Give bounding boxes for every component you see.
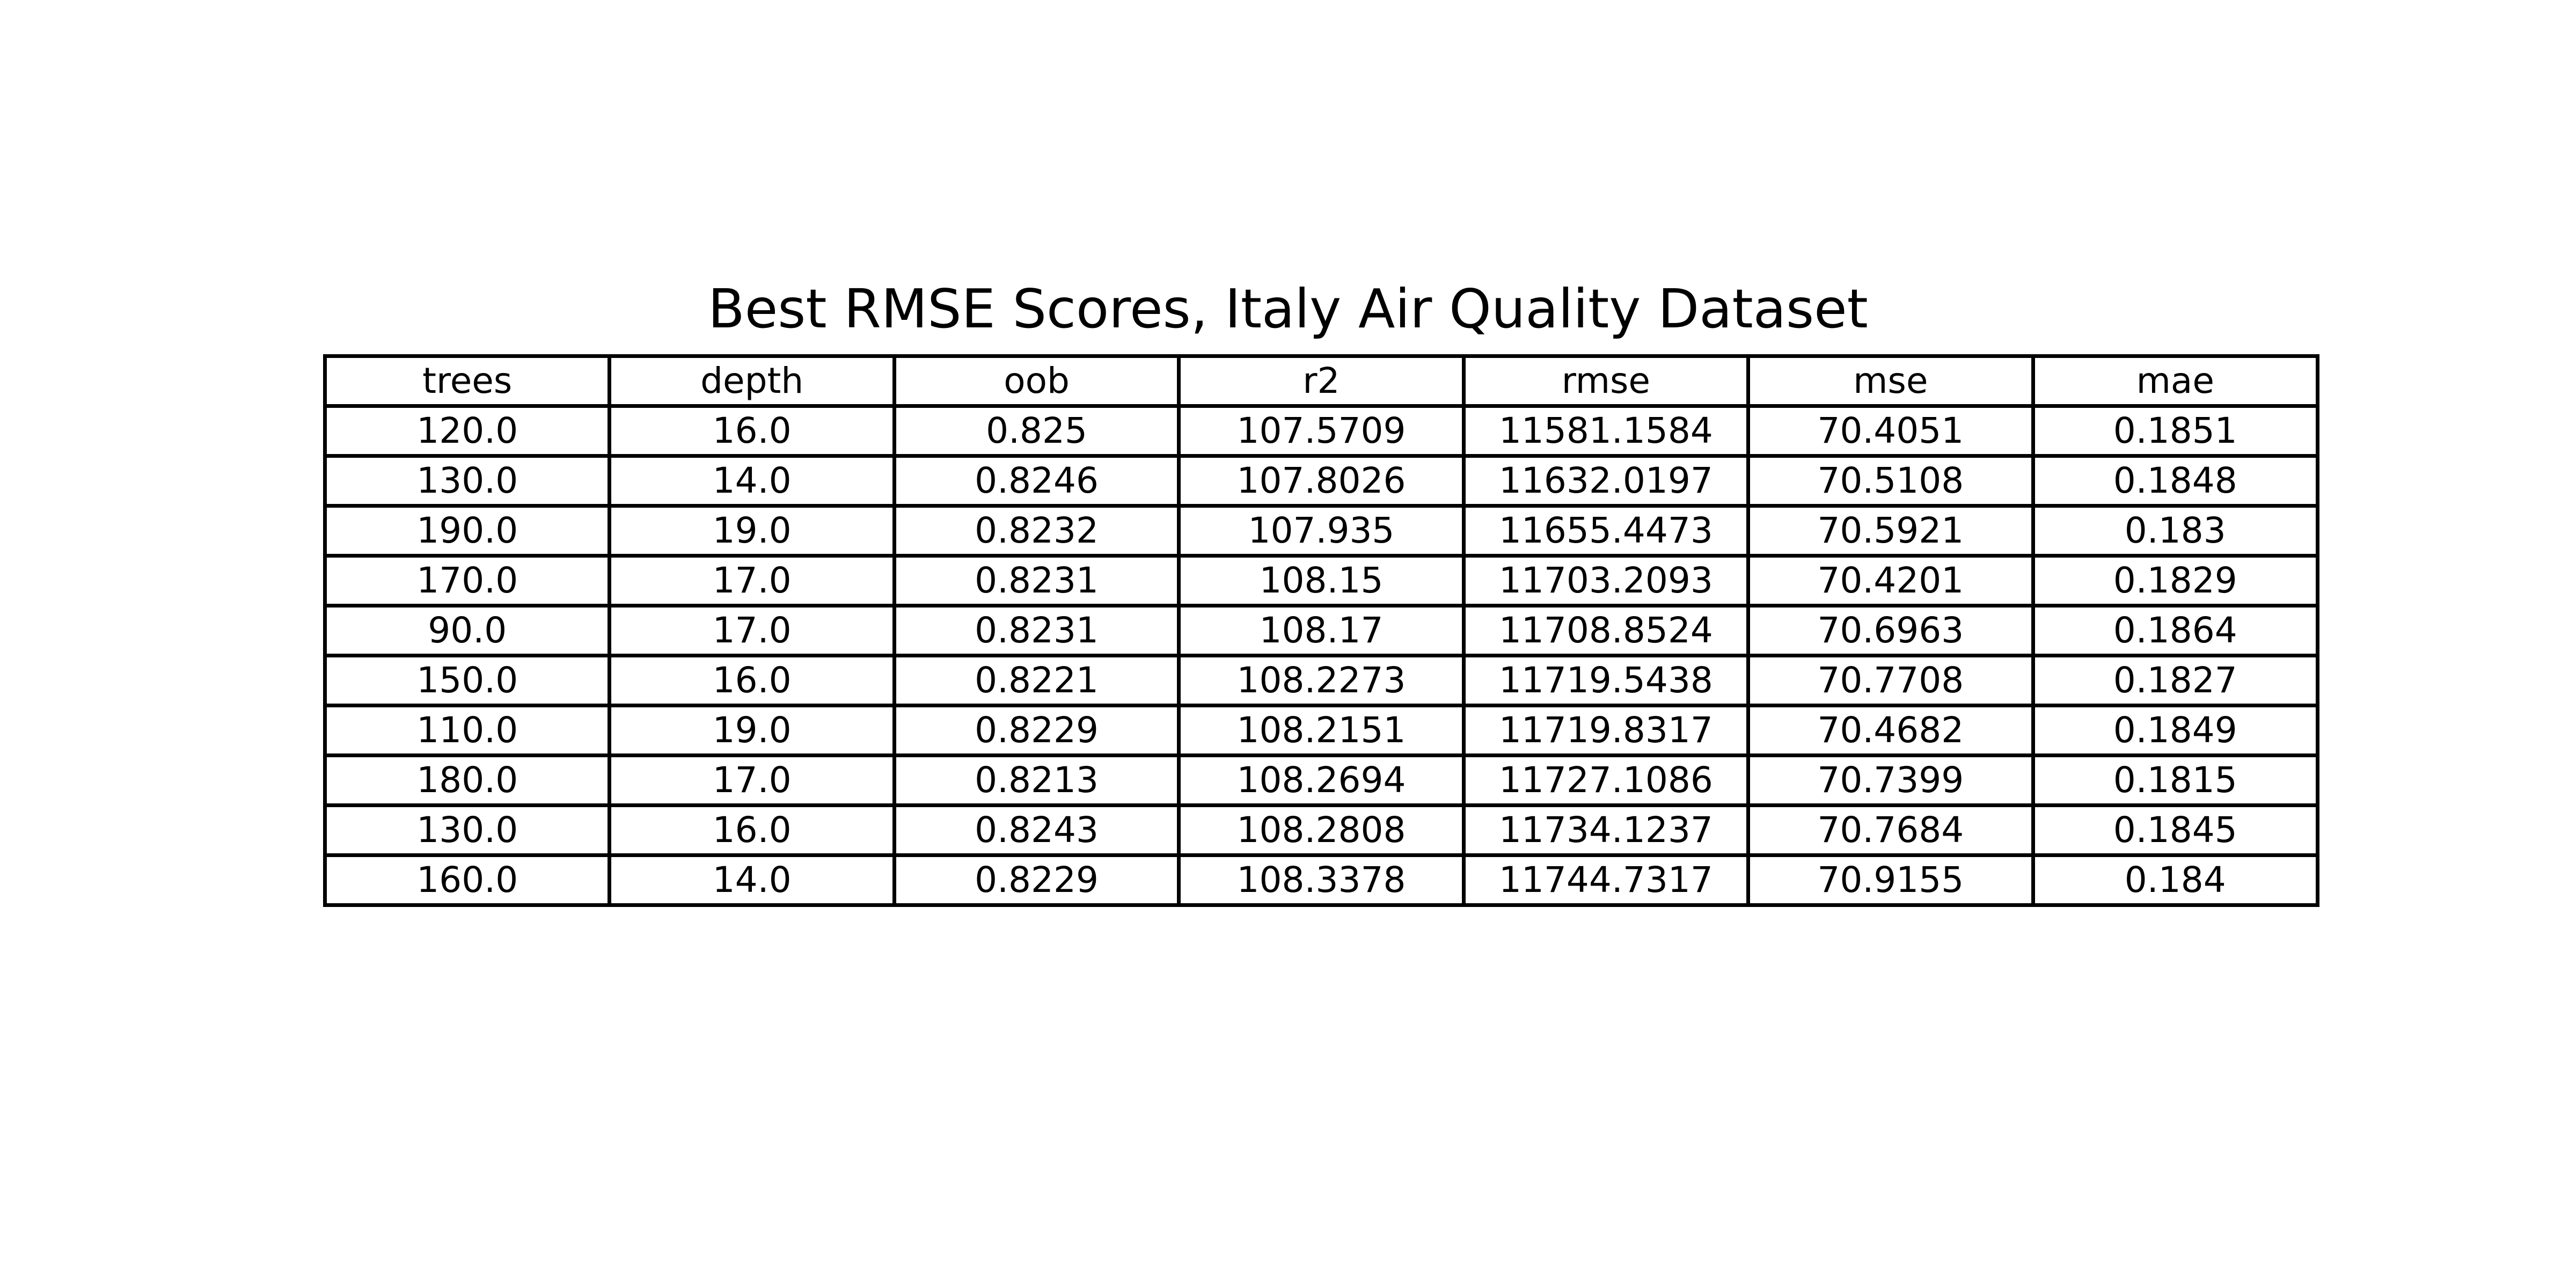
table-cell-r2: 108.2694	[1177, 753, 1466, 807]
table-cell-r2: 108.2151	[1177, 704, 1466, 757]
table-cell-oob: 0.8229	[892, 704, 1181, 757]
table-cell-depth: 17.0	[608, 554, 896, 608]
table-cell-depth: 14.0	[608, 853, 896, 907]
table-cell-depth: 14.0	[608, 454, 896, 508]
table-cell-rmse: 11744.7317	[1461, 853, 1751, 907]
table-cell-mse: 70.7399	[1746, 753, 2035, 807]
table-cell-mae: 0.183	[2031, 504, 2320, 558]
table-cell-mae: 0.1827	[2031, 654, 2320, 707]
table-row: 90.0 17.0 0.8231 108.17 11708.8524 70.6963 0.1…	[323, 604, 2320, 657]
table-cell-trees: 160.0	[323, 853, 612, 907]
table-cell-depth: 16.0	[608, 803, 896, 857]
table-cell-depth: 17.0	[608, 604, 896, 657]
table-cell-mae: 0.184	[2031, 853, 2320, 907]
table-cell-r2: 107.8026	[1177, 454, 1466, 508]
table-cell-r2: 107.935	[1177, 504, 1466, 558]
table-cell-rmse: 11655.4473	[1461, 504, 1751, 558]
table-cell-mae: 0.1815	[2031, 753, 2320, 807]
table-cell-trees: 130.0	[323, 454, 612, 508]
table-cell-depth: 19.0	[608, 504, 896, 558]
table-cell-r2: 107.5709	[1177, 404, 1466, 458]
table-cell-r2: 108.2273	[1177, 654, 1466, 707]
table-cell-rmse: 11581.1584	[1461, 404, 1751, 458]
table-cell-rmse: 11632.0197	[1461, 454, 1751, 508]
table-cell-mse: 70.9155	[1746, 853, 2035, 907]
table-cell-trees: 120.0	[323, 404, 612, 458]
table-cell-mse: 70.5108	[1746, 454, 2035, 508]
table-cell-mse: 70.7708	[1746, 654, 2035, 707]
table-row: 110.0 19.0 0.8229 108.2151 11719.8317 70.4682…	[323, 704, 2320, 757]
table-cell-mse: 70.5921	[1746, 504, 2035, 558]
table-cell-r2: 108.2808	[1177, 803, 1466, 857]
table-cell-depth: 17.0	[608, 753, 896, 807]
table-cell-mae: 0.1864	[2031, 604, 2320, 657]
table-body: 120.0 16.0 0.825 107.5709 11581.1584 70.4051 0…	[323, 404, 2320, 907]
table-cell-r2: 108.17	[1177, 604, 1466, 657]
table-cell-mse: 70.7684	[1746, 803, 2035, 857]
table-cell-trees: 170.0	[323, 554, 612, 608]
table-cell-mse: 70.4051	[1746, 404, 2035, 458]
table-cell-oob: 0.8229	[892, 853, 1181, 907]
table-cell-rmse: 11708.8524	[1461, 604, 1751, 657]
table-cell-mae: 0.1849	[2031, 704, 2320, 757]
table-cell-trees: 130.0	[323, 803, 612, 857]
table-cell-mse: 70.4682	[1746, 704, 2035, 757]
table-row: 130.0 14.0 0.8246 107.8026 11632.0197 70.5108…	[323, 454, 2320, 508]
table-cell-depth: 19.0	[608, 704, 896, 757]
column-header-rmse: rmse	[1461, 354, 1751, 408]
header-row: trees depth oob r2 rmse mse mae	[323, 354, 2320, 408]
table-row: 130.0 16.0 0.8243 108.2808 11734.1237 70.7684…	[323, 803, 2320, 857]
column-header-mae: mae	[2031, 354, 2320, 408]
table-cell-depth: 16.0	[608, 404, 896, 458]
chart-title: Best RMSE Scores, Italy Air Quality Data…	[708, 277, 1868, 340]
column-header-trees: trees	[323, 354, 612, 408]
table-cell-oob: 0.8243	[892, 803, 1181, 857]
table-cell-oob: 0.825	[892, 404, 1181, 458]
table-cell-mae: 0.1851	[2031, 404, 2320, 458]
table-cell-mae: 0.1848	[2031, 454, 2320, 508]
table-row: 160.0 14.0 0.8229 108.3378 11744.7317 70.9155…	[323, 853, 2320, 907]
table-row: 150.0 16.0 0.8221 108.2273 11719.5438 70.7708…	[323, 654, 2320, 707]
table-cell-trees: 190.0	[323, 504, 612, 558]
table-cell-rmse: 11719.8317	[1461, 704, 1751, 757]
results-table: trees depth oob r2 rmse mse mae 120.0 16.…	[323, 354, 2320, 907]
table-cell-trees: 90.0	[323, 604, 612, 657]
table-cell-oob: 0.8231	[892, 604, 1181, 657]
table-row: 190.0 19.0 0.8232 107.935 11655.4473 70.5921 0…	[323, 504, 2320, 558]
table-cell-oob: 0.8213	[892, 753, 1181, 807]
column-header-mse: mse	[1746, 354, 2035, 408]
table-cell-r2: 108.3378	[1177, 853, 1466, 907]
table-cell-oob: 0.8231	[892, 554, 1181, 608]
table-cell-mse: 70.6963	[1746, 604, 2035, 657]
table-cell-rmse: 11734.1237	[1461, 803, 1751, 857]
table-row: 120.0 16.0 0.825 107.5709 11581.1584 70.4051 0…	[323, 404, 2320, 458]
table-cell-r2: 108.15	[1177, 554, 1466, 608]
table-cell-oob: 0.8232	[892, 504, 1181, 558]
table-cell-rmse: 11719.5438	[1461, 654, 1751, 707]
table-row: 170.0 17.0 0.8231 108.15 11703.2093 70.4201 0.…	[323, 554, 2320, 608]
table-cell-mae: 0.1845	[2031, 803, 2320, 857]
column-header-depth: depth	[608, 354, 896, 408]
table-cell-mse: 70.4201	[1746, 554, 2035, 608]
table-cell-rmse: 11703.2093	[1461, 554, 1751, 608]
table-cell-trees: 180.0	[323, 753, 612, 807]
table-cell-oob: 0.8221	[892, 654, 1181, 707]
table-cell-mae: 0.1829	[2031, 554, 2320, 608]
table-cell-rmse: 11727.1086	[1461, 753, 1751, 807]
column-header-oob: oob	[892, 354, 1181, 408]
table-cell-trees: 110.0	[323, 704, 612, 757]
table-cell-trees: 150.0	[323, 654, 612, 707]
table-row: 180.0 17.0 0.8213 108.2694 11727.1086 70.7399…	[323, 753, 2320, 807]
table-cell-oob: 0.8246	[892, 454, 1181, 508]
column-header-r2: r2	[1177, 354, 1466, 408]
table-cell-depth: 16.0	[608, 654, 896, 707]
